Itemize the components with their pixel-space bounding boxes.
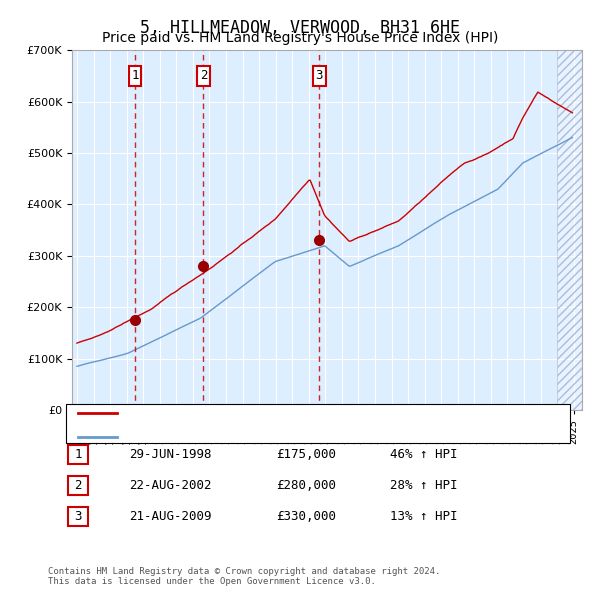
Bar [557,50,582,410]
Text: 5, HILLMEADOW, VERWOOD, BH31 6HE (detached house): 5, HILLMEADOW, VERWOOD, BH31 6HE (detach… [129,408,435,418]
Text: 3: 3 [316,70,323,83]
Text: 46% ↑ HPI: 46% ↑ HPI [390,448,458,461]
Text: £330,000: £330,000 [276,510,336,523]
Text: £175,000: £175,000 [276,448,336,461]
Text: 1: 1 [74,448,82,461]
Text: 29-JUN-1998: 29-JUN-1998 [129,448,212,461]
Text: 22-AUG-2002: 22-AUG-2002 [129,479,212,492]
Text: 2: 2 [200,70,207,83]
Text: 3: 3 [74,510,82,523]
Text: 1: 1 [131,70,139,83]
Bar [557,50,582,410]
Text: 5, HILLMEADOW, VERWOOD, BH31 6HE: 5, HILLMEADOW, VERWOOD, BH31 6HE [140,19,460,37]
Text: This data is licensed under the Open Government Licence v3.0.: This data is licensed under the Open Gov… [48,577,376,586]
FancyBboxPatch shape [197,66,209,86]
Text: 28% ↑ HPI: 28% ↑ HPI [390,479,458,492]
Text: Contains HM Land Registry data © Crown copyright and database right 2024.: Contains HM Land Registry data © Crown c… [48,566,440,576]
Text: 13% ↑ HPI: 13% ↑ HPI [390,510,458,523]
Text: HPI: Average price, detached house, Dorset: HPI: Average price, detached house, Dors… [129,432,392,441]
Text: 21-AUG-2009: 21-AUG-2009 [129,510,212,523]
Text: 2: 2 [74,479,82,492]
FancyBboxPatch shape [313,66,326,86]
FancyBboxPatch shape [129,66,141,86]
Text: Price paid vs. HM Land Registry's House Price Index (HPI): Price paid vs. HM Land Registry's House … [102,31,498,45]
Text: £280,000: £280,000 [276,479,336,492]
